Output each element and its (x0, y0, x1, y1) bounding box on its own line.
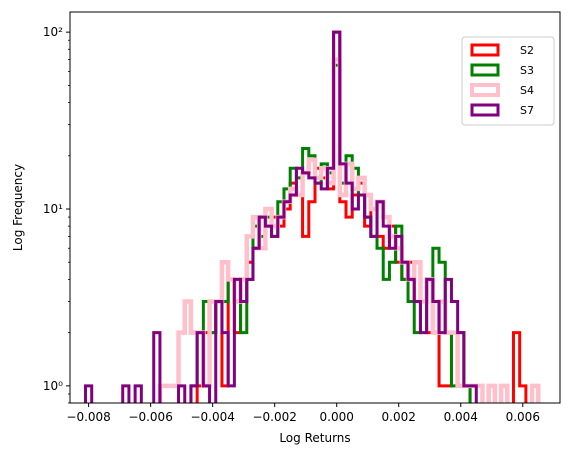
y-axis-label: Log Frequency (11, 164, 25, 251)
legend-swatch-s3 (470, 63, 500, 77)
x-tick-label: 0.000 (320, 410, 354, 424)
y-tick-label: 10¹ (43, 202, 63, 216)
legend: S2 S3 S4 S7 (461, 36, 555, 126)
legend-swatch-s4 (470, 83, 500, 97)
axes-frame (69, 11, 561, 404)
legend-label-s4: S4 (520, 84, 534, 97)
legend-swatch-s2 (470, 43, 500, 57)
legend-label-s3: S3 (520, 64, 534, 77)
legend-label-s2: S2 (520, 44, 534, 57)
x-tick-label: 0.004 (444, 410, 478, 424)
y-tick-label: 10⁰ (43, 379, 63, 393)
legend-swatch-s7 (470, 103, 500, 117)
ticks-layer: −0.008 −0.006 −0.004 −0.002 0.000 0.002 0.004 0… (43, 25, 540, 424)
x-tick-label: 0.006 (506, 410, 540, 424)
x-tick-label: 0.002 (382, 410, 416, 424)
y-tick-label: 10² (43, 25, 63, 39)
legend-frame (461, 36, 555, 126)
legend-label-s7: S7 (520, 104, 534, 117)
x-tick-label: −0.006 (128, 410, 172, 424)
x-tick-label: −0.008 (66, 410, 110, 424)
series-layer (84, 30, 541, 403)
x-tick-label: −0.002 (252, 410, 296, 424)
series-s7-step (84, 30, 478, 403)
x-tick-label: −0.004 (190, 410, 234, 424)
x-axis-label: Log Returns (279, 431, 350, 445)
series-s3-step (189, 63, 472, 403)
